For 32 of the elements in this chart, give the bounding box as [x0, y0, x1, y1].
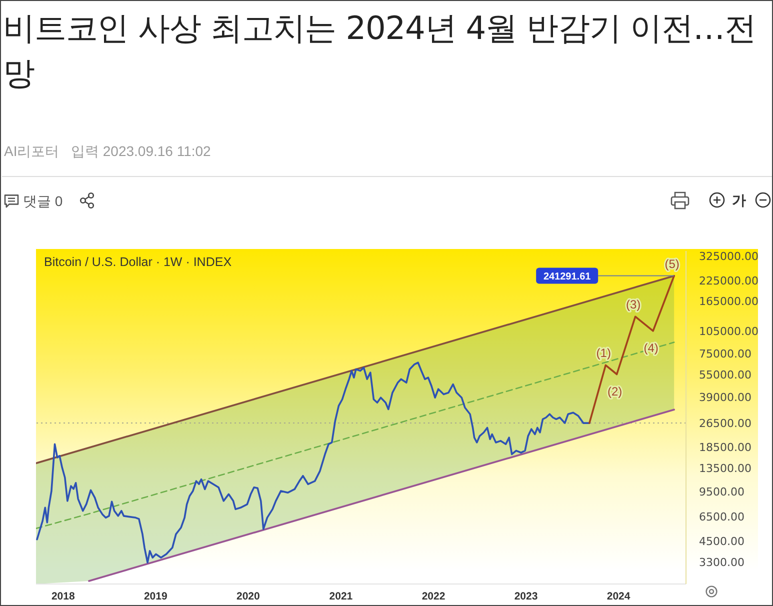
- y-tick-label: 39000.00: [699, 391, 752, 404]
- annotation: (5): [664, 256, 680, 271]
- y-tick-label: 75000.00: [699, 348, 752, 361]
- x-tick-label: 2019: [144, 590, 168, 602]
- text: 가: [732, 192, 746, 210]
- text: 댓글 0: [23, 193, 63, 211]
- y-tick-label: 105000.00: [699, 325, 758, 338]
- annotation: (3): [626, 298, 641, 312]
- y-tick-label: 18500.00: [699, 440, 752, 454]
- annotation: (1): [596, 346, 611, 360]
- x-tick-label: 2022: [422, 590, 446, 602]
- y-tick-label: 6500.00: [699, 510, 744, 524]
- text: AI리포터: [4, 143, 60, 161]
- x-tick-label: 2020: [236, 590, 260, 602]
- chart-subtitle: Bitcoin / U.S. Dollar · 1W · INDEX: [44, 255, 232, 269]
- y-tick-label: 325000.00: [699, 250, 758, 263]
- x-tick-label: 2024: [606, 590, 630, 602]
- y-tick-label: 4500.00: [699, 535, 744, 548]
- x-tick-label: 2018: [51, 590, 75, 602]
- text: 입력 2023.09.16 11:02: [71, 143, 211, 161]
- data-label: 241291.61: [543, 271, 592, 282]
- y-tick-label: 165000.00: [699, 295, 758, 308]
- y-tick-label: 225000.00: [699, 274, 758, 288]
- x-tick-label: 2023: [514, 590, 538, 602]
- y-tick-label: 3300.00: [699, 556, 744, 569]
- annotation: (2): [607, 384, 622, 398]
- y-tick-label: 55000.00: [699, 368, 752, 382]
- y-tick-label: 9500.00: [699, 485, 744, 498]
- x-tick-label: 2021: [329, 590, 353, 602]
- y-tick-label: 26500.00: [699, 416, 752, 430]
- chart-title: 비트코인 사상 최고치는 2024년 4월 반감기 이전…전망: [3, 8, 757, 94]
- y-tick-label: 13500.00: [699, 462, 752, 475]
